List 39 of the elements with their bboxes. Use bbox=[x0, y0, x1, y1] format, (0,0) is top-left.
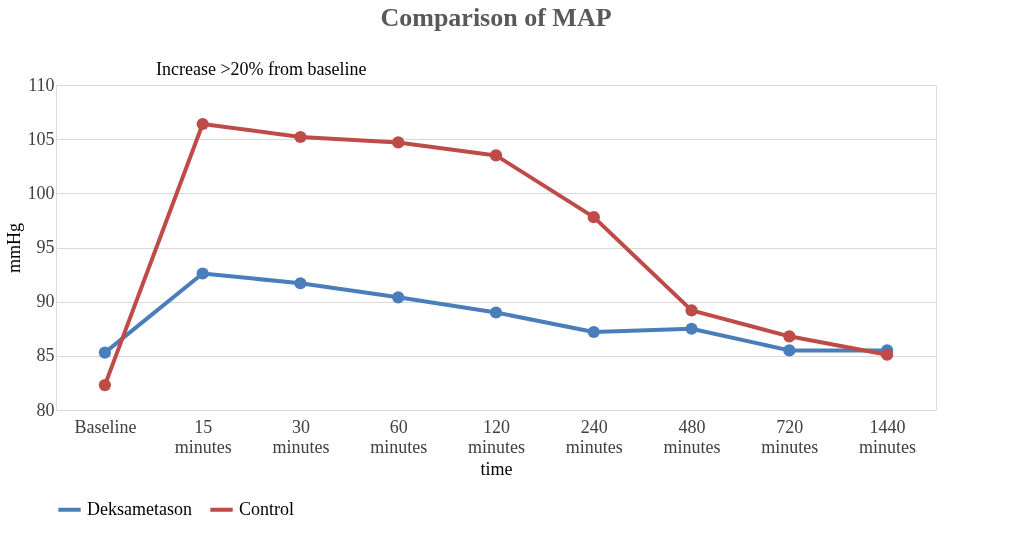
point bbox=[783, 330, 796, 343]
point bbox=[685, 304, 698, 317]
y-tick-label: 100 bbox=[27, 182, 55, 203]
y-tick-label: 85 bbox=[36, 345, 55, 366]
point bbox=[783, 344, 796, 357]
x-tick-label: 60 minutes bbox=[370, 416, 428, 457]
y-tick-label: 105 bbox=[27, 128, 55, 149]
chart-title: Comparison of MAP bbox=[380, 3, 612, 32]
x-tick-label: 720 minutes bbox=[761, 416, 819, 457]
point bbox=[294, 277, 307, 290]
x-axis-title: time bbox=[480, 458, 513, 479]
point bbox=[98, 378, 112, 392]
point bbox=[489, 306, 503, 319]
point bbox=[98, 346, 112, 359]
text: Increase >20% from baseline bbox=[156, 59, 367, 79]
x-tick-label: 30 minutes bbox=[272, 416, 330, 457]
y-tick-label: 95 bbox=[36, 237, 55, 257]
point bbox=[392, 136, 405, 149]
x-tick-label: 480 minutes bbox=[663, 416, 721, 457]
y-tick-label: 110 bbox=[28, 74, 55, 95]
point bbox=[196, 267, 209, 280]
point bbox=[587, 325, 600, 339]
point bbox=[196, 117, 209, 131]
point bbox=[587, 211, 600, 224]
legend-label: Deksametason bbox=[87, 498, 192, 519]
x-tick-label: 120 minutes bbox=[468, 416, 525, 457]
point bbox=[294, 130, 307, 144]
legend-label: Control bbox=[239, 498, 295, 519]
x-tick-label: 240 minutes bbox=[565, 416, 623, 457]
point bbox=[489, 149, 503, 162]
point bbox=[392, 291, 405, 304]
point bbox=[685, 322, 698, 335]
y-tick-label: 80 bbox=[36, 399, 55, 420]
x-tick-label: 1440 minutes bbox=[859, 416, 917, 457]
point bbox=[880, 348, 894, 361]
x-tick-label: 15 minutes bbox=[174, 416, 232, 457]
y-tick-label: 90 bbox=[36, 291, 55, 312]
x-tick-label: Baseline bbox=[74, 416, 137, 437]
y-axis-title: mmHg bbox=[3, 222, 24, 274]
